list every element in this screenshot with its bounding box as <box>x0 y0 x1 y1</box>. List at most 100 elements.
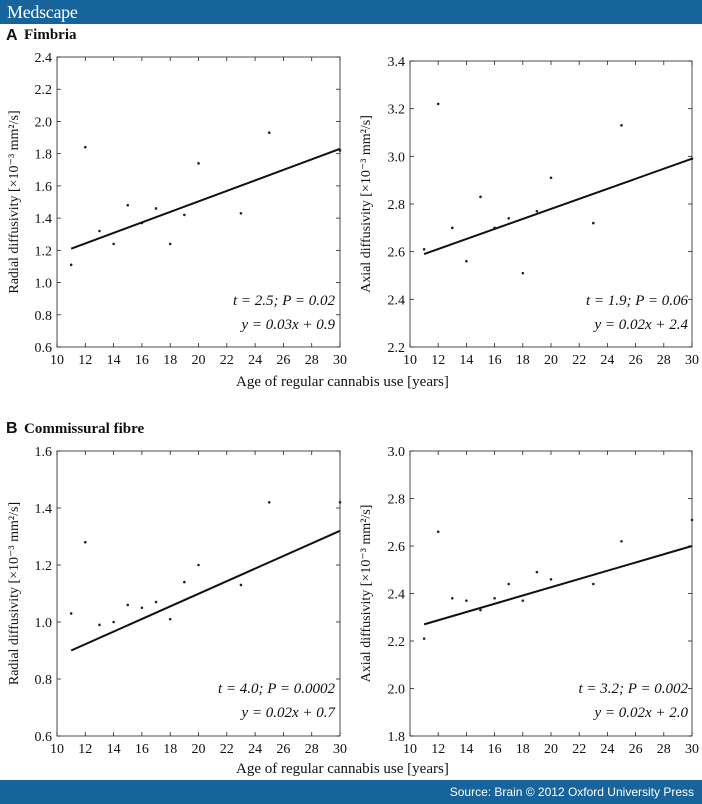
data-point <box>521 599 525 602</box>
x-tick-label: 28 <box>305 742 319 757</box>
data-point <box>267 131 271 135</box>
x-tick-label: 16 <box>488 742 502 757</box>
x-tick-label: 26 <box>276 353 290 368</box>
y-tick-label: 1.0 <box>35 277 53 292</box>
data-point <box>535 209 539 213</box>
y-tick-label: 1.6 <box>35 445 53 460</box>
y-tick-label: 1.2 <box>35 559 53 574</box>
data-point <box>422 637 426 640</box>
data-point <box>183 580 186 584</box>
panel-b-letter: B <box>6 420 18 437</box>
x-tick-label: 30 <box>685 353 699 368</box>
x-tick-label: 28 <box>305 353 319 368</box>
x-tick-label: 20 <box>192 742 206 757</box>
y-tick-label: 1.8 <box>35 148 53 163</box>
y-tick-label: 1.6 <box>35 180 53 195</box>
y-tick-label: 1.8 <box>388 730 406 745</box>
data-point <box>197 162 200 165</box>
x-tick-label: 20 <box>544 353 558 368</box>
x-tick-label: 20 <box>544 742 558 757</box>
y-tick-label: 0.6 <box>35 730 53 745</box>
data-point <box>154 600 158 604</box>
y-tick-label: 2.2 <box>388 635 406 650</box>
y-tick-label: 1.2 <box>35 244 53 259</box>
y-tick-label: 2.0 <box>388 683 406 698</box>
y-tick-label: 2.4 <box>388 293 406 308</box>
y-tick-label: 0.8 <box>35 309 53 324</box>
data-point <box>126 203 130 207</box>
y-tick-label: 2.6 <box>388 540 406 555</box>
data-point <box>465 259 468 263</box>
x-tick-label: 10 <box>50 742 64 757</box>
x-tick-label: 18 <box>516 353 530 368</box>
stat-annotation: y = 0.03x + 0.9 <box>239 317 335 333</box>
x-tick-label: 16 <box>135 742 149 757</box>
panel-b-title: Commissural fibre <box>24 421 145 437</box>
x-tick-label: 10 <box>403 742 417 757</box>
x-tick-label: 26 <box>276 742 290 757</box>
source-credit: Source: Brain © 2012 Oxford University P… <box>449 785 694 799</box>
footer-bar: Source: Brain © 2012 Oxford University P… <box>0 780 702 804</box>
medscape-logo[interactable]: Medscape <box>7 2 78 22</box>
data-point <box>436 530 440 534</box>
stat-annotation: y = 0.02x + 2.4 <box>592 317 688 333</box>
data-point <box>338 501 342 504</box>
chart-3: 10 12 14 16 18 20 22 24 26 28 30 0.6 0.8 1.0 1.2 1.4 1.6… <box>7 445 347 757</box>
data-point <box>69 612 73 615</box>
data-point <box>239 583 243 587</box>
x-tick-label: 14 <box>107 742 121 757</box>
panel-a-letter: A <box>6 27 18 44</box>
x-tick-label: 16 <box>135 353 149 368</box>
data-point <box>592 582 595 586</box>
data-point <box>507 217 511 220</box>
data-point <box>479 195 482 199</box>
data-point <box>126 603 130 607</box>
data-point <box>521 271 525 275</box>
x-tick-label: 24 <box>600 742 614 757</box>
x-tick-label: 14 <box>459 353 473 368</box>
y-tick-label: 2.8 <box>388 198 406 213</box>
x-tick-label: 16 <box>488 353 502 368</box>
y-tick-label: 2.4 <box>388 588 406 603</box>
x-tick-label: 24 <box>600 353 614 368</box>
data-point <box>451 596 454 600</box>
stat-annotation: t = 2.5; P = 0.02 <box>233 293 336 309</box>
x-tick-label: 22 <box>572 742 586 757</box>
x-tick-label: 20 <box>192 353 206 368</box>
x-tick-label: 12 <box>78 742 92 757</box>
stat-annotation: y = 0.02x + 0.7 <box>239 705 336 721</box>
data-point <box>479 608 482 612</box>
stat-annotation: t = 1.9; P = 0.06 <box>586 293 689 309</box>
data-point <box>84 540 87 544</box>
x-tick-label: 18 <box>163 742 177 757</box>
data-point <box>465 599 468 602</box>
x-tick-label: 30 <box>333 742 347 757</box>
y-tick-label: 1.4 <box>35 212 53 227</box>
y-tick-label: 1.4 <box>35 502 53 517</box>
y-tick-label: 2.8 <box>388 493 406 508</box>
data-point <box>140 606 144 610</box>
y-tick-label: 2.0 <box>35 115 53 130</box>
data-point <box>154 207 158 210</box>
y-axis-label: Axial diffusivity [×10⁻³ mm²/s] <box>359 505 374 683</box>
panel-b-xlabel: Age of regular cannabis use [years] <box>236 761 449 777</box>
y-tick-label: 2.6 <box>388 246 406 261</box>
chart-4: 10 12 14 16 18 20 22 24 26 28 30 1.8 2.0 2.2 2.4 2.6 2.8… <box>359 445 699 757</box>
data-point <box>690 518 694 522</box>
data-point <box>422 247 426 251</box>
data-point <box>493 596 496 600</box>
y-axis-label: Axial diffusivity [×10⁻³ mm²/s] <box>359 115 374 293</box>
x-tick-label: 26 <box>629 742 643 757</box>
y-tick-label: 1.0 <box>35 616 53 631</box>
x-tick-label: 12 <box>78 353 92 368</box>
y-tick-label: 3.2 <box>388 103 406 118</box>
x-tick-label: 28 <box>657 742 671 757</box>
panel-a-title: Fimbria <box>24 27 77 43</box>
data-point <box>549 176 553 180</box>
regression-line <box>423 157 693 255</box>
regression-line <box>70 529 341 652</box>
x-tick-label: 22 <box>572 353 586 368</box>
data-point <box>197 563 200 567</box>
x-tick-label: 10 <box>403 353 417 368</box>
y-tick-label: 2.2 <box>35 83 53 98</box>
